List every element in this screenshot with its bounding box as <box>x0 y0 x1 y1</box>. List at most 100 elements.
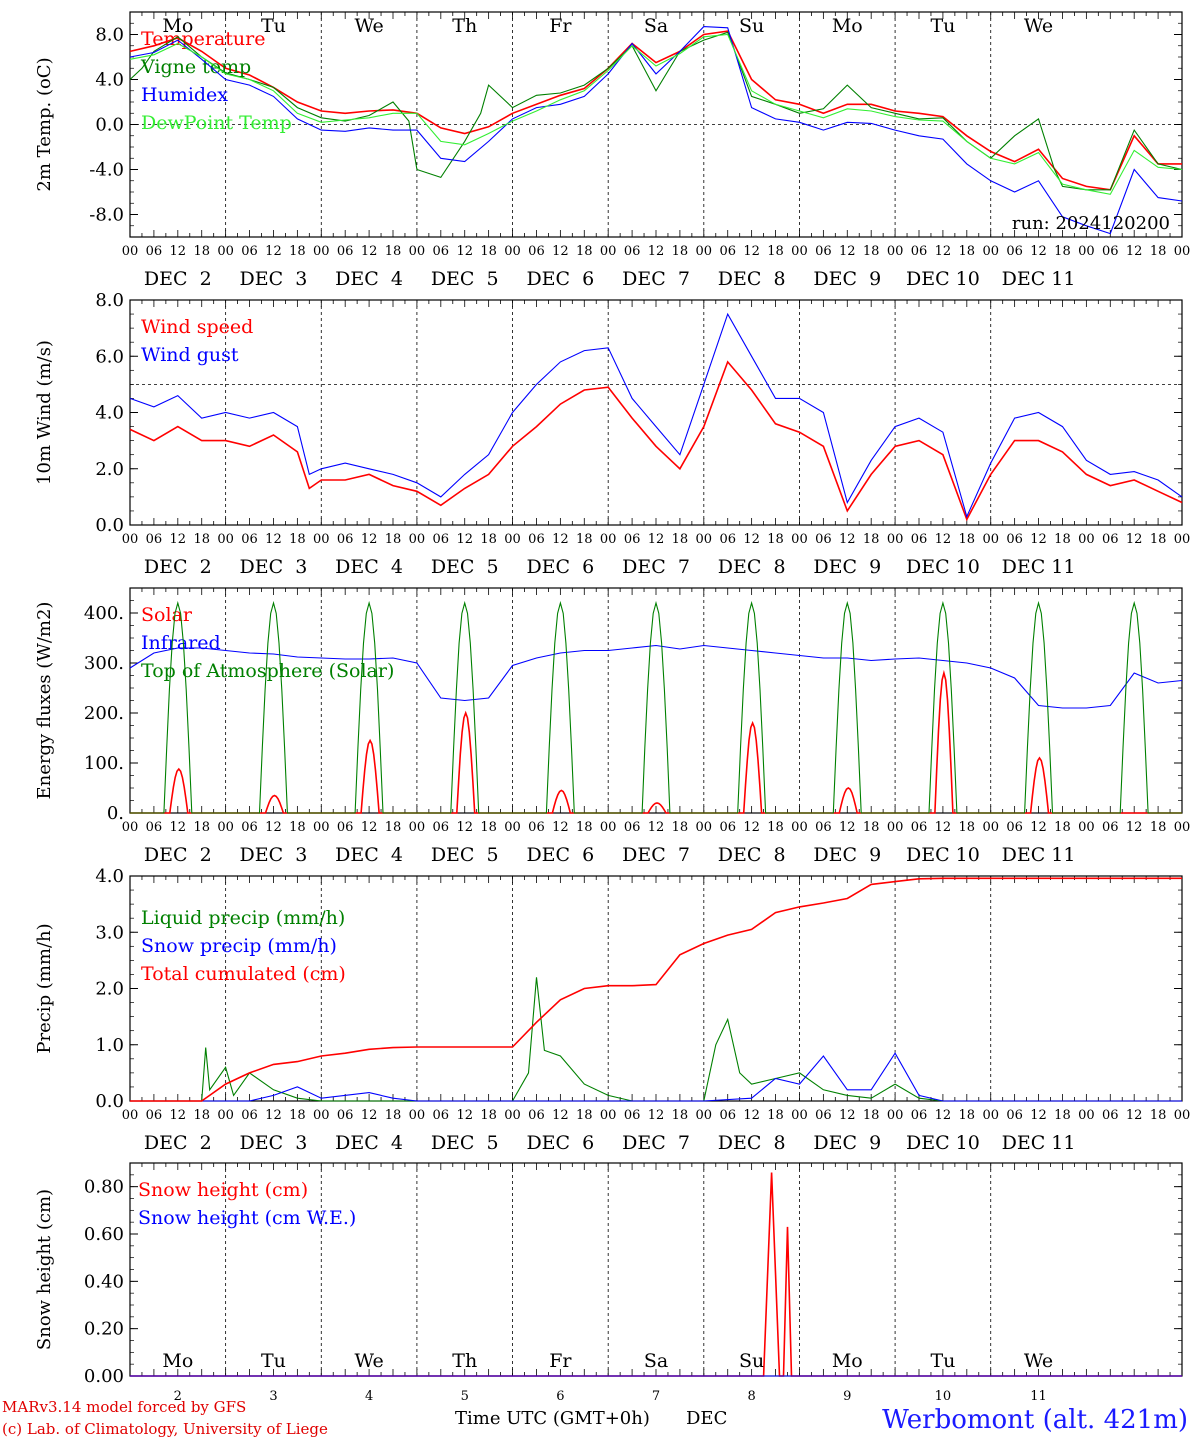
y-tick-label: -8.0 <box>89 205 124 226</box>
hour-tick-label: 00 <box>409 532 426 547</box>
hour-tick-label: 12 <box>1030 244 1047 259</box>
weekday-label: Mo <box>162 1350 193 1372</box>
y-tick-label: 0.20 <box>84 1319 124 1340</box>
date-label: DEC 7 <box>622 556 690 578</box>
hour-tick-label: 12 <box>1030 1108 1047 1123</box>
hour-tick-label: 06 <box>624 820 641 835</box>
hour-tick-label: 06 <box>241 532 258 547</box>
date-label: DEC 2 <box>144 268 212 290</box>
date-label: DEC 10 <box>906 556 980 578</box>
hour-tick-label: 00 <box>887 820 904 835</box>
hour-tick-label: 06 <box>528 532 545 547</box>
plot-frame <box>129 587 1183 814</box>
hour-tick-label: 06 <box>1102 532 1119 547</box>
hour-tick-label: 18 <box>863 1108 880 1123</box>
y-tick-label: 0.40 <box>84 1271 124 1292</box>
weekday-label: We <box>1024 15 1053 37</box>
hour-tick-label: 00 <box>217 532 234 547</box>
hour-tick-label: 12 <box>265 532 282 547</box>
hour-tick-label: 06 <box>528 244 545 259</box>
day-number-label: 3 <box>269 1389 277 1404</box>
y-tick-label: 300. <box>84 653 124 674</box>
date-label: DEC 2 <box>144 556 212 578</box>
hour-tick-label: 18 <box>672 820 689 835</box>
hour-tick-label: 00 <box>1078 244 1095 259</box>
series-line-solar <box>130 669 1182 814</box>
hour-tick-label: 18 <box>289 1108 306 1123</box>
hour-tick-label: 18 <box>1054 1108 1071 1123</box>
y-tick-label: 8.0 <box>95 25 124 46</box>
hour-tick-label: 06 <box>337 532 354 547</box>
date-label: DEC 10 <box>906 268 980 290</box>
hour-tick-label: 12 <box>1126 1108 1143 1123</box>
series-line-total-cumulated-cm- <box>130 877 1182 1102</box>
date-label: DEC 6 <box>526 844 594 866</box>
hour-tick-label: 18 <box>1150 1108 1167 1123</box>
hour-tick-label: 00 <box>887 1108 904 1123</box>
hour-tick-label: 18 <box>863 244 880 259</box>
series-line-temperature <box>129 30 1182 191</box>
hour-tick-label: 12 <box>743 1108 760 1123</box>
weekday-label: Sa <box>644 1350 668 1372</box>
y-tick-label: 0.0 <box>95 115 124 136</box>
hour-tick-label: 06 <box>719 820 736 835</box>
date-label: DEC 9 <box>813 844 881 866</box>
legend-entry: Solar <box>141 604 193 626</box>
y-axis-label: 2m Temp. (oC) <box>34 57 55 191</box>
day-number-label: 4 <box>365 1389 373 1404</box>
hour-tick-label: 06 <box>815 1108 832 1123</box>
y-tick-label: 400. <box>84 603 124 624</box>
hour-tick-label: 00 <box>982 1108 999 1123</box>
hour-tick-label: 06 <box>911 820 928 835</box>
date-label: DEC 2 <box>144 844 212 866</box>
hour-tick-label: 12 <box>265 1108 282 1123</box>
hour-tick-label: 00 <box>1174 1108 1191 1123</box>
weekday-label: Th <box>452 1350 477 1372</box>
series-line-dewpoint-temp <box>129 33 1183 195</box>
hour-tick-label: 06 <box>1102 1108 1119 1123</box>
station-name: Werbomont (alt. 421m) <box>882 1405 1188 1435</box>
date-label: DEC 9 <box>813 268 881 290</box>
y-tick-label: 200. <box>84 703 124 724</box>
date-label: DEC 4 <box>335 844 403 866</box>
weekday-label: Fr <box>549 1350 572 1372</box>
y-tick-label: 0.60 <box>84 1224 124 1245</box>
hour-tick-label: 06 <box>911 244 928 259</box>
hour-tick-label: 00 <box>409 1108 426 1123</box>
panel-4: 4.0 3.0 2.0 1.0 0.0 Precip (mm/h) 00 06 12 18 00 06… <box>34 866 1190 1154</box>
day-number-label: 6 <box>556 1389 564 1404</box>
hour-tick-label: 06 <box>337 1108 354 1123</box>
hour-tick-label: 18 <box>1150 820 1167 835</box>
hour-tick-label: 06 <box>911 1108 928 1123</box>
date-label: DEC 5 <box>431 556 499 578</box>
series-line-wind-gust <box>129 312 1183 519</box>
date-label: DEC 4 <box>335 556 403 578</box>
weekday-label: Tu <box>261 1350 286 1372</box>
day-number-label: 7 <box>652 1389 660 1404</box>
legend-entry: Snow height (cm) <box>138 1179 308 1201</box>
hour-tick-label: 18 <box>959 244 976 259</box>
hour-tick-label: 00 <box>1078 532 1095 547</box>
date-label: DEC 9 <box>813 1132 881 1154</box>
y-tick-label: 0. <box>107 803 124 824</box>
hour-tick-label: 18 <box>193 244 210 259</box>
hour-tick-label: 12 <box>1030 532 1047 547</box>
hour-tick-label: 06 <box>815 532 832 547</box>
hour-tick-label: 12 <box>361 244 378 259</box>
date-label: DEC 6 <box>526 268 594 290</box>
hour-tick-label: 12 <box>552 820 569 835</box>
hour-tick-label: 06 <box>528 1108 545 1123</box>
hour-tick-label: 00 <box>1174 532 1191 547</box>
hour-tick-label: 00 <box>504 244 521 259</box>
hour-tick-label: 18 <box>959 820 976 835</box>
day-number-label: 9 <box>843 1389 851 1404</box>
y-tick-label: 4.0 <box>95 70 124 91</box>
hour-tick-label: 12 <box>170 244 187 259</box>
hour-tick-label: 06 <box>241 244 258 259</box>
hour-tick-label: 12 <box>265 244 282 259</box>
hour-tick-label: 06 <box>1006 532 1023 547</box>
hour-tick-label: 12 <box>1126 532 1143 547</box>
hour-tick-label: 00 <box>1174 244 1191 259</box>
date-label: DEC 2 <box>144 1132 212 1154</box>
date-label: DEC 7 <box>622 268 690 290</box>
